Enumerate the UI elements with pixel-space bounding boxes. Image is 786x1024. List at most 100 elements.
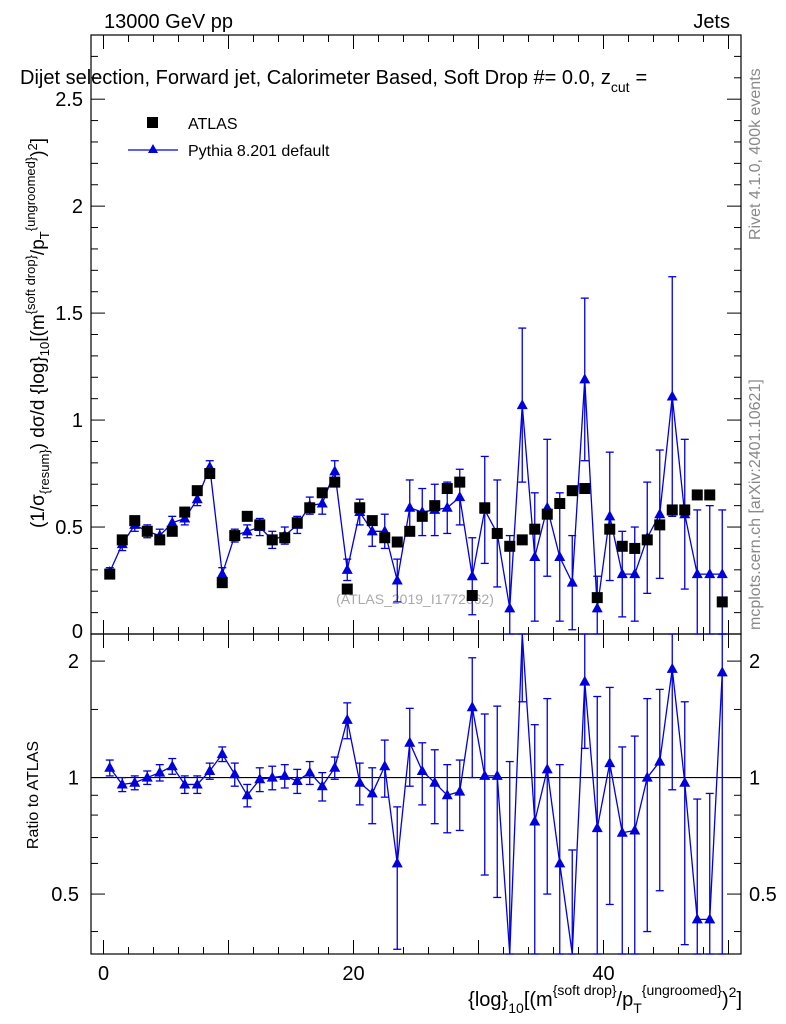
pythia-point	[366, 525, 378, 536]
pythia-ratio-point	[179, 778, 191, 789]
ratio-y-tick-label-right: 2	[749, 651, 760, 673]
atlas-point	[629, 542, 641, 554]
analysis-watermark: (ATLAS_2019_I1772062)	[336, 591, 494, 607]
pythia-point	[241, 525, 253, 536]
atlas-point	[241, 510, 253, 522]
pythia-point	[216, 568, 228, 579]
pythia-ratio-point	[204, 764, 216, 775]
energy-label: 13000 GeV pp	[104, 11, 233, 33]
plot-title-beta: = 0.0, z	[545, 67, 611, 89]
pythia-ratio-point	[254, 773, 266, 784]
atlas-point	[204, 468, 216, 480]
atlas-point	[279, 532, 291, 544]
pythia-point	[629, 568, 641, 579]
pythia-point	[504, 602, 516, 613]
plot-title-main: Dijet selection, Forward jet, Calorimete…	[20, 67, 546, 89]
pythia-point	[591, 602, 603, 613]
pythia-ratio-point	[229, 768, 241, 779]
pythia-ratio-point	[629, 824, 641, 835]
category-label: Jets	[693, 11, 730, 33]
x-tick-label: 0	[98, 963, 109, 985]
legend-atlas-label: ATLAS	[188, 116, 238, 133]
main-y-axis: 0.5 1 1.5 2 2.5 0	[55, 55, 741, 643]
atlas-point	[691, 489, 703, 501]
main-y-tick-label: 2.5	[55, 89, 83, 111]
pythia-ratio-point	[316, 780, 328, 791]
atlas-point	[154, 534, 166, 546]
atlas-point	[216, 577, 228, 589]
x-axis-label: {log}10[(m{soft drop}/pT{ungroomed})2]	[468, 982, 742, 1016]
pythia-point	[566, 576, 578, 587]
atlas-point	[704, 489, 716, 501]
legend-pythia-label: Pythia 8.201 default	[188, 143, 330, 160]
atlas-point	[566, 485, 578, 497]
pythia-ratio-point	[116, 778, 128, 789]
pythia-point	[654, 508, 666, 519]
x-axis: 0 20 40	[98, 35, 729, 985]
pythia-series-main	[104, 276, 728, 635]
pythia-line	[109, 379, 723, 609]
atlas-point	[366, 515, 378, 527]
atlas-point	[491, 527, 503, 539]
pythia-point	[191, 493, 203, 504]
atlas-point	[379, 532, 391, 544]
ratio-y-tick-label-right: 0.5	[749, 884, 777, 906]
atlas-point	[329, 476, 341, 488]
atlas-point	[591, 592, 603, 604]
atlas-point	[479, 502, 491, 514]
pythia-ratio-point	[404, 736, 416, 747]
mcplots-label: mcplots.cern.ch [arXiv:2401.10621]	[747, 379, 764, 630]
pythia-ratio-point	[191, 778, 203, 789]
atlas-point	[541, 508, 553, 520]
main-y-tick-label: 0.5	[55, 517, 83, 539]
pythia-ratio-point	[529, 815, 541, 826]
pythia-ratio-point	[691, 913, 703, 924]
pythia-point	[704, 568, 716, 579]
pythia-ratio-point	[141, 771, 153, 782]
atlas-point	[429, 500, 441, 512]
atlas-point	[604, 523, 616, 535]
pythia-point	[579, 373, 591, 384]
pythia-ratio-point	[604, 757, 616, 768]
atlas-point	[554, 498, 566, 510]
ratio-panel-frame	[90, 633, 742, 955]
atlas-point	[616, 540, 628, 552]
atlas-point	[354, 502, 366, 514]
pythia-point	[166, 516, 178, 527]
main-y-tick-label: 2	[72, 196, 83, 218]
atlas-point	[291, 517, 303, 529]
pythia-ratio-line	[109, 633, 723, 955]
atlas-point	[341, 583, 353, 595]
atlas-point	[141, 525, 153, 537]
pythia-ratio-point	[716, 666, 728, 677]
pythia-ratio-point	[166, 760, 178, 771]
atlas-point	[191, 485, 203, 497]
atlas-point	[391, 536, 403, 548]
atlas-point	[679, 504, 691, 516]
pythia-ratio-point	[266, 771, 278, 782]
pythia-ratio-point	[429, 776, 441, 787]
pythia-ratio-point	[579, 675, 591, 686]
legend-atlas-marker	[147, 117, 158, 128]
y-axis-label-main: (1/σ{resum}) dσ/d {log}10[(m{soft drop}/…	[23, 138, 52, 528]
plot-title: Dijet selection, Forward jet, Calorimete…	[20, 67, 647, 95]
legend-pythia-marker	[148, 144, 158, 153]
x-tick-label: 40	[592, 963, 614, 985]
pythia-ratio-point	[491, 769, 503, 780]
pythia-ratio-point	[329, 761, 341, 772]
pythia-ratio-point	[379, 760, 391, 771]
atlas-point	[166, 525, 178, 537]
atlas-point	[529, 523, 541, 535]
pythia-ratio-point	[291, 774, 303, 785]
pythia-ratio-point	[541, 763, 553, 774]
pythia-point	[604, 510, 616, 521]
pythia-ratio-point	[466, 701, 478, 712]
atlas-point	[116, 534, 128, 546]
atlas-point	[266, 534, 278, 546]
pythia-ratio-point	[391, 857, 403, 868]
ratio-y-tick-label: 2	[68, 651, 79, 673]
atlas-point	[454, 476, 466, 488]
atlas-point	[516, 534, 528, 546]
pythia-point	[666, 390, 678, 401]
